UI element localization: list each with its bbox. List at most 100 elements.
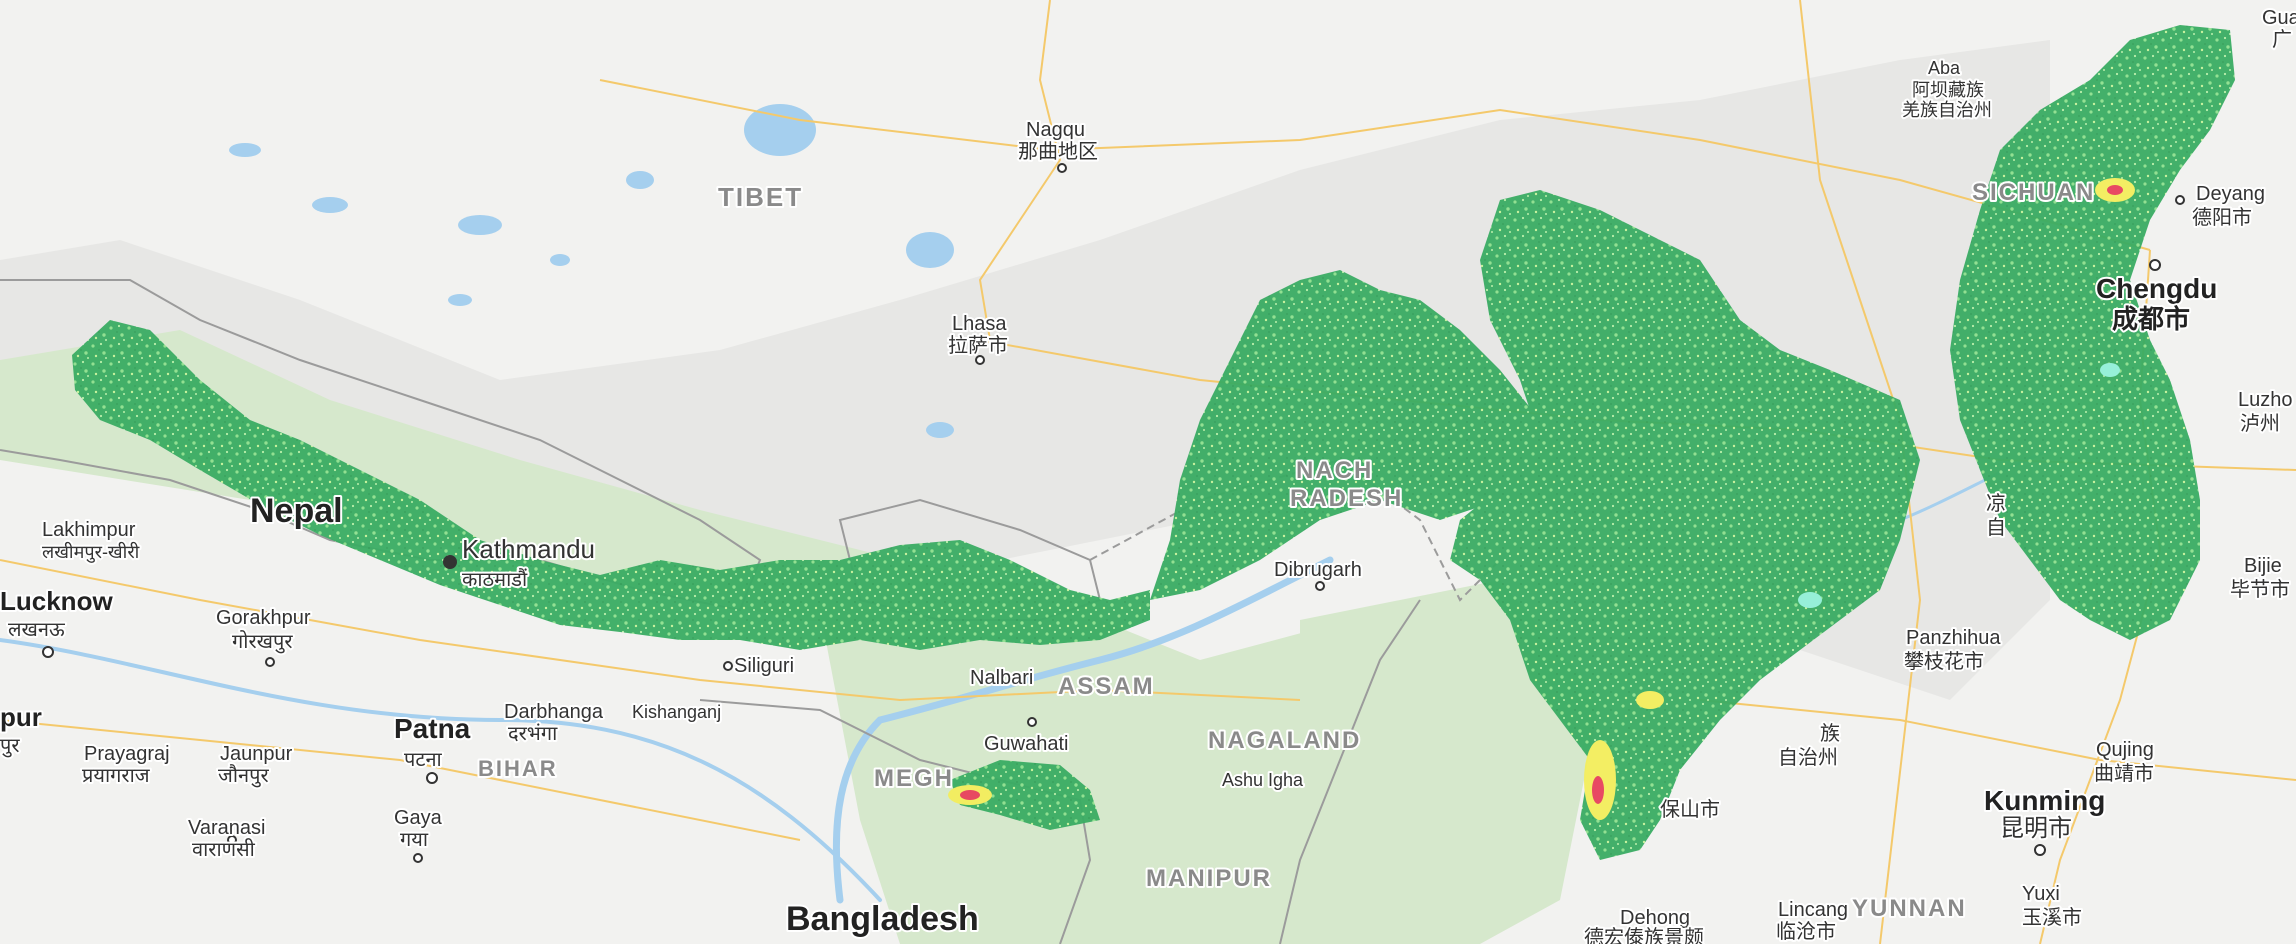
- city-label-deyang-local: 德阳市: [2192, 206, 2252, 229]
- city-label-lincang: Lincang: [1778, 899, 1848, 921]
- overlay-nepal-himalaya: [72, 320, 1150, 650]
- city-label-aba-1: Aba: [1928, 58, 1961, 78]
- city-label-liangshan-2: 自: [1986, 516, 2006, 539]
- city-label-gua: Gua: [2262, 7, 2296, 29]
- lake: [312, 197, 348, 213]
- brahmaputra-river: [832, 556, 1334, 904]
- lake: [744, 104, 816, 156]
- region-label-meghalaya: MEGH: [874, 765, 954, 792]
- city-label-gua-local: 广: [2272, 28, 2292, 51]
- chengdu-marker[interactable]: [2149, 259, 2161, 271]
- road: [0, 559, 1301, 702]
- city-label-pur-edge: pur: [0, 702, 42, 732]
- city-label-gorakhpur: Gorakhpur: [216, 607, 311, 629]
- gorakhpur-marker[interactable]: [265, 657, 275, 667]
- city-label-qujing-local: 曲靖市: [2094, 762, 2154, 785]
- siliguri-marker[interactable]: [723, 661, 733, 671]
- city-label-bijie: Bijie: [2244, 555, 2282, 577]
- lucknow-marker[interactable]: [42, 646, 54, 658]
- city-label-prayagraj-local: प्रयागराज: [82, 765, 151, 787]
- city-label-kathmandu: Kathmandu: [462, 534, 595, 564]
- region-label-sichuan: SICHUAN: [1972, 179, 2095, 206]
- region-label-arunachal-2: RADESH: [1290, 485, 1403, 512]
- overlay-hengduan: [1450, 190, 1920, 860]
- region-label-tibet: TIBET: [718, 182, 803, 212]
- gaya-marker[interactable]: [413, 853, 423, 863]
- city-label-lakhimpur: Lakhimpur: [42, 519, 136, 541]
- city-label-pur-edge-local: पुर: [0, 735, 20, 758]
- city-label-jaunpur-local: जौनपुर: [218, 764, 269, 788]
- hotspot: [960, 790, 980, 800]
- city-label-yuxi: Yuxi: [2022, 883, 2060, 905]
- city-label-kunming: Kunming: [1984, 785, 2105, 816]
- hotspot: [1636, 691, 1664, 709]
- city-label-ashu-igha: Ashu Igha: [1222, 770, 1304, 790]
- city-label-gaya-local: गया: [400, 829, 429, 851]
- hotspot: [2100, 363, 2120, 377]
- nagqu-marker[interactable]: [1057, 163, 1067, 173]
- myanmar-border: [1279, 599, 1421, 944]
- city-label-patna: Patna: [394, 713, 471, 744]
- city-label-guwahati: Guwahati: [984, 733, 1069, 755]
- city-label-varanasi-local: वाराणसी: [192, 838, 256, 861]
- city-label-baoshan: 保山市: [1660, 798, 1720, 821]
- kunming-marker[interactable]: [2034, 844, 2046, 856]
- city-label-lhasa-local: 拉萨市: [948, 334, 1008, 357]
- city-label-luzhou-local: 泸州: [2240, 412, 2280, 435]
- overlay-meghalaya: [950, 760, 1100, 830]
- lake: [448, 294, 472, 306]
- city-label-prayagraj: Prayagraj: [84, 743, 170, 765]
- country-label-bangladesh: Bangladesh: [786, 900, 979, 938]
- city-label-nalbari: Nalbari: [970, 667, 1033, 689]
- deyang-marker[interactable]: [2175, 195, 2185, 205]
- city-label-dali-2: 自治州: [1778, 746, 1838, 769]
- lake: [458, 215, 502, 235]
- city-label-lakhimpur-local: लखीमपुर-खीरी: [42, 541, 140, 563]
- patna-marker[interactable]: [426, 772, 438, 784]
- ganges-river: [0, 638, 882, 902]
- city-label-darbhanga: Darbhanga: [504, 701, 604, 723]
- city-label-chengdu: Chengdu: [2096, 273, 2217, 304]
- city-label-darbhanga-local: दरभंगा: [508, 723, 558, 745]
- road: [1699, 699, 2296, 781]
- city-label-liangshan-1: 凉: [1986, 492, 2006, 515]
- overlay-sichuan: [1950, 25, 2235, 640]
- city-label-kathmandu-local: काठमाडौं: [462, 568, 528, 591]
- hotspot: [2107, 185, 2123, 195]
- lake: [926, 422, 954, 438]
- dibrugarh-marker[interactable]: [1315, 581, 1325, 591]
- road: [0, 719, 801, 841]
- lakes: [229, 104, 954, 438]
- city-label-aba-2: 阿坝藏族: [1912, 80, 1984, 100]
- city-label-dali-1: 族: [1820, 722, 1840, 745]
- city-label-jaunpur: Jaunpur: [220, 743, 293, 765]
- city-label-dehong-local: 德宏傣族景颇: [1584, 926, 1704, 944]
- range-overlay: [72, 25, 2235, 860]
- road: [1799, 0, 1922, 944]
- region-label-assam: ASSAM: [1058, 673, 1155, 700]
- city-label-kunming-local: 昆明市: [2000, 815, 2072, 842]
- lake: [550, 254, 570, 266]
- hotspot: [1798, 592, 1822, 608]
- lake: [626, 171, 654, 189]
- varanasi-marker[interactable]: [227, 835, 237, 845]
- city-label-siliguri: Siliguri: [734, 655, 794, 677]
- lhasa-marker[interactable]: [975, 355, 985, 365]
- lake: [229, 143, 261, 157]
- country-label-nepal: Nepal: [250, 492, 343, 530]
- road: [978, 0, 1062, 341]
- city-label-panzhihua: Panzhihua: [1906, 627, 2001, 649]
- guwahati-marker[interactable]: [1027, 717, 1037, 727]
- city-label-dibrugarh: Dibrugarh: [1274, 559, 1362, 581]
- city-label-lincang-local: 临沧市: [1776, 920, 1836, 943]
- city-markers: [42, 163, 2185, 863]
- city-label-lhasa: Lhasa: [952, 313, 1007, 335]
- overlay-arunachal: [1150, 270, 1560, 600]
- kathmandu-marker[interactable]: [443, 555, 457, 569]
- city-label-aba-3: 羌族自治州: [1902, 100, 1992, 120]
- city-label-yuxi-local: 玉溪市: [2022, 906, 2082, 929]
- region-label-nagaland: NAGALAND: [1208, 727, 1361, 754]
- city-label-patna-local: पटना: [404, 749, 443, 771]
- region-label-bihar: BIHAR: [478, 756, 558, 781]
